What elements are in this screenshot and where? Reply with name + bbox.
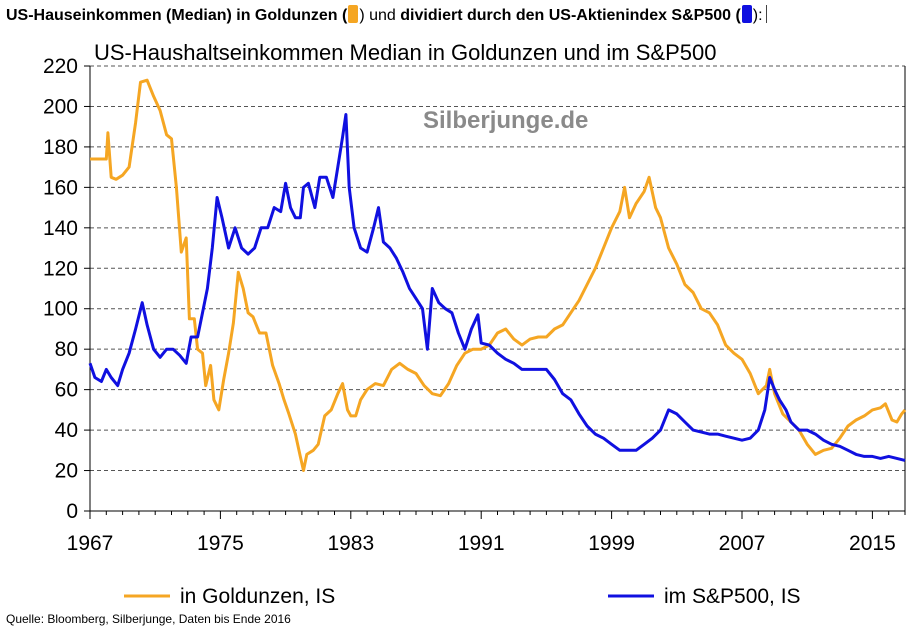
y-tick-label: 40	[55, 419, 78, 442]
series-lines	[88, 78, 907, 472]
y-axis: 0 20 40 60 80 100 120 140 160 180 200 220	[43, 55, 906, 523]
sp500-line	[88, 113, 906, 462]
x-tick-label: 1991	[458, 532, 505, 555]
y-grid	[90, 65, 905, 472]
header-text-part2: ) und	[359, 7, 401, 24]
sp500-swatch-icon	[741, 5, 752, 23]
y-tick-label: 100	[43, 298, 78, 321]
header-text-part4: ):	[752, 7, 763, 24]
x-tick-label: 1983	[327, 532, 374, 555]
header-text-part1: US-Hauseinkommen (Median) in Goldunzen (	[6, 7, 348, 24]
legend-sp500-label: im S&P500, IS	[664, 585, 801, 608]
header-caption: US-Hauseinkommen (Median) in Goldunzen (…	[6, 4, 767, 28]
gold-swatch-icon	[348, 5, 359, 23]
gold-line	[90, 78, 907, 472]
y-tick-label: 60	[55, 379, 78, 402]
legend: in Goldunzen, IS im S&P500, IS	[124, 585, 801, 608]
y-tick-label: 200	[43, 95, 78, 118]
y-tick-label: 120	[43, 257, 78, 280]
y-tick-label: 180	[43, 136, 78, 159]
legend-gold-label: in Goldunzen, IS	[180, 585, 335, 608]
header-text-part3: dividiert durch den US-Aktienindex S&P50…	[400, 7, 741, 24]
y-tick-label: 0	[66, 500, 78, 523]
y-tick-label: 20	[55, 460, 78, 483]
y-tick-label: 160	[43, 176, 78, 199]
x-tick-label: 2015	[849, 532, 896, 555]
x-tick-label: 1999	[588, 532, 635, 555]
source-note: Quelle: Bloomberg, Silberjunge, Daten bi…	[6, 612, 291, 626]
y-tick-label: 80	[55, 338, 78, 361]
chart-title: US-Haushaltseinkommen Median in Goldunze…	[94, 40, 716, 65]
text-cursor-icon	[765, 5, 767, 23]
x-axis: 1967 1975 1983 1991 1999 2007 2015	[67, 510, 906, 555]
y-tick-label: 220	[43, 55, 78, 78]
x-tick-label: 1975	[197, 532, 244, 555]
x-tick-label: 2007	[719, 532, 766, 555]
y-tick-label: 140	[43, 217, 78, 240]
x-tick-label: 1967	[67, 532, 114, 555]
watermark: Silberjunge.de	[423, 107, 588, 134]
